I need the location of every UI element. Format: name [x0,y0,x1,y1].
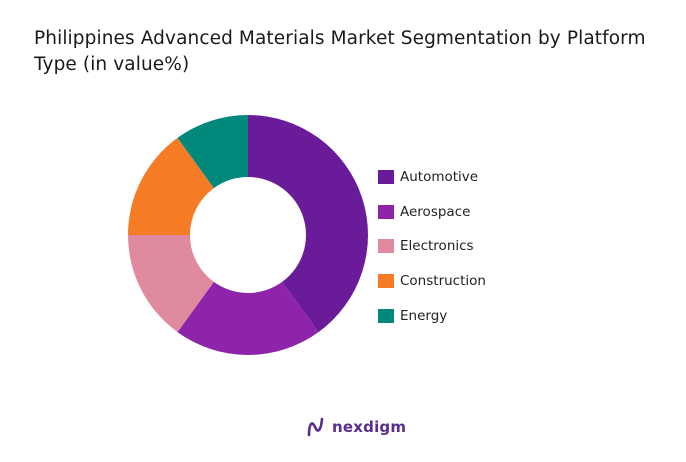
slice-automotive [248,115,369,333]
legend-swatch [378,170,394,185]
legend-item-aerospace: Aerospace [378,195,486,230]
brand-footer: nexdigm [306,416,406,438]
slice-energy [177,115,248,189]
legend-item-energy: Energy [378,298,486,333]
nexdigm-logo-icon [307,417,324,437]
legend-label: Energy [400,307,448,324]
legend-item-electronics: Electronics [378,229,486,264]
legend-swatch [378,239,394,254]
legend-swatch [378,308,394,323]
brand-name: nexdigm [332,418,407,436]
legend-label: Automotive [400,169,479,186]
slice-electronics [128,235,214,333]
slice-construction [128,137,214,235]
legend-item-automotive: Automotive [378,160,486,195]
legend-swatch [378,274,394,289]
legend-swatch [378,204,394,219]
legend-item-construction: Construction [378,264,486,299]
chart-title: Philippines Advanced Materials Market Se… [34,28,646,75]
legend-label: Electronics [400,238,474,255]
chart-legend: Automotive Aerospace Electronics Constructi… [378,160,486,333]
legend-label: Construction [400,273,486,290]
slice-aerospace [177,281,319,356]
legend-label: Aerospace [400,203,471,220]
